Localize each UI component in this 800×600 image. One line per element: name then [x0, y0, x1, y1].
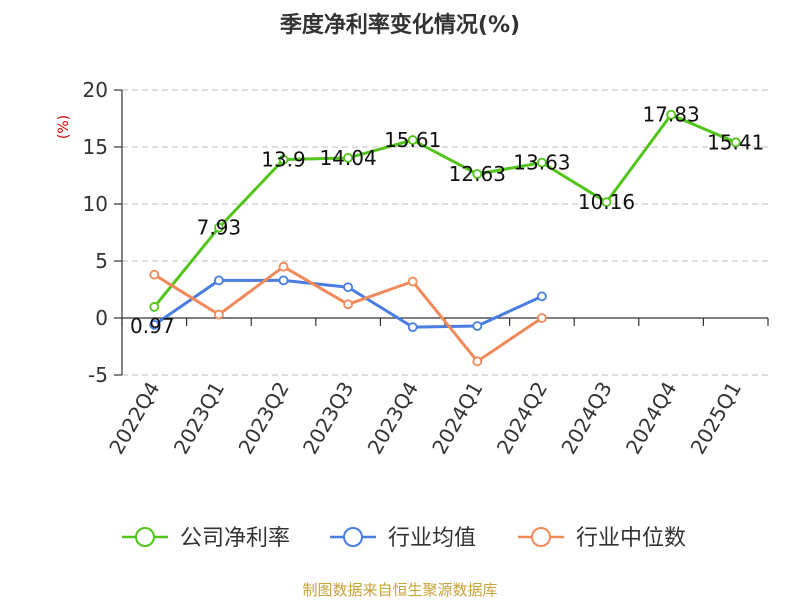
data-point	[343, 153, 354, 163]
data-point	[601, 197, 612, 208]
data-point	[537, 291, 547, 302]
legend-swatch-marker	[135, 527, 155, 547]
series-line-2	[152, 265, 544, 363]
y-tick-label: 10	[83, 192, 108, 216]
y-unit-label: (%)	[56, 115, 72, 139]
y-tick-label: 5	[95, 249, 108, 273]
x-tick-label: 2023Q2	[233, 378, 293, 459]
data-point	[343, 282, 354, 293]
legend-label: 行业均值	[388, 526, 476, 551]
x-tick-label: 2024Q3	[556, 378, 616, 459]
data-point	[537, 313, 547, 323]
data-point	[213, 309, 224, 320]
data-point	[343, 299, 354, 310]
data-point	[149, 302, 160, 312]
data-point	[213, 222, 224, 233]
data-label: 17.83	[642, 103, 699, 127]
legend: 公司净利率 行业均值 行业中位数	[122, 526, 686, 551]
y-tick-label: 20	[83, 78, 108, 102]
data-point	[666, 109, 676, 120]
chart-title: 季度净利率变化情况(%)	[280, 12, 520, 38]
data-point	[278, 275, 289, 286]
y-tick-label: 15	[83, 135, 108, 159]
data-label: 13.63	[513, 151, 570, 175]
series-layer	[149, 109, 741, 367]
grid-layer	[122, 89, 768, 376]
data-source-note: 制图数据来自恒生聚源数据库	[302, 581, 497, 599]
legend-label: 公司净利率	[180, 526, 290, 551]
legend-label: 行业中位数	[576, 526, 686, 551]
data-label: 15.41	[707, 130, 764, 154]
data-label: 14.04	[319, 146, 376, 170]
data-label-layer: 0.97 7.93 13.9 14.04 15.61 12.63 13.63 10.16 17.…	[130, 103, 764, 338]
x-tick-label: 2024Q2	[492, 378, 552, 459]
x-tick-label: 2023Q1	[169, 378, 229, 459]
data-label: 7.93	[197, 216, 242, 240]
data-label: 0.97	[130, 314, 175, 338]
x-tick-label: 2024Q1	[427, 378, 487, 459]
data-point	[472, 321, 483, 331]
data-label: 12.63	[449, 162, 506, 186]
x-tick-label: 2022Q4	[104, 378, 164, 459]
data-label: 15.61	[384, 128, 441, 152]
data-label: 10.16	[578, 190, 635, 214]
data-point	[149, 269, 160, 280]
series-line-0	[152, 113, 738, 309]
data-point	[407, 322, 418, 333]
legend-swatch-marker	[343, 527, 363, 547]
data-point	[730, 137, 741, 148]
x-tick-label: 2023Q4	[363, 378, 423, 459]
data-label: 13.9	[261, 148, 306, 172]
y-tick-label: 0	[95, 306, 108, 330]
x-tick-label: 2025Q1	[686, 378, 746, 459]
data-point	[407, 135, 418, 145]
data-point	[278, 154, 289, 165]
x-tick-label: 2023Q3	[298, 378, 358, 459]
data-point	[472, 356, 483, 367]
data-point	[537, 157, 547, 168]
y-tick-label: -5	[88, 363, 108, 387]
data-point	[213, 275, 224, 286]
data-point	[149, 319, 160, 330]
data-point	[278, 261, 289, 272]
x-tick-label: 2024Q4	[621, 378, 681, 459]
data-point	[472, 169, 483, 179]
data-point	[407, 276, 418, 287]
legend-swatch-marker	[531, 527, 551, 547]
